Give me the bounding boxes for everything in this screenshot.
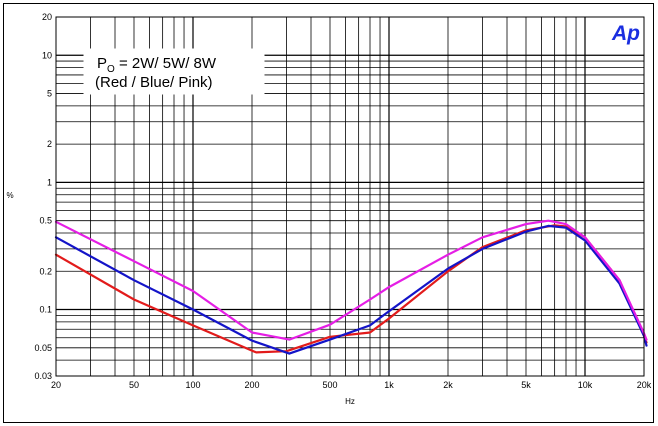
x-tick-labels: 20 50 100 200 500 1k 2k 5k 10k 20k: [51, 380, 652, 390]
legend-line-1: PO = 2W/ 5W/ 8W: [97, 55, 217, 75]
y-tick-label: 5: [47, 89, 52, 99]
legend-line-1-subscript: O: [107, 64, 115, 75]
legend-box: [83, 48, 265, 95]
legend-line-1-prefix: P: [97, 55, 107, 72]
x-tick-label: 20: [51, 380, 61, 390]
x-tick-label: 2k: [443, 380, 453, 390]
y-tick-label: 0.05: [34, 343, 52, 353]
y-axis-label: %: [6, 191, 13, 200]
x-axis-label: Hz: [345, 397, 355, 406]
legend-line-2: (Red / Blue/ Pink): [95, 74, 213, 91]
x-tick-label: 200: [244, 380, 259, 390]
y-tick-label: 0.03: [34, 371, 52, 381]
y-tick-label: 0.5: [39, 216, 52, 226]
x-tick-label: 500: [322, 380, 337, 390]
x-tick-label: 50: [129, 380, 139, 390]
x-tick-label: 5k: [521, 380, 531, 390]
y-tick-label: 0.2: [39, 266, 52, 276]
x-tick-label: 1k: [384, 380, 394, 390]
legend-line-1-rest: = 2W/ 5W/ 8W: [115, 55, 217, 72]
plot-border: [55, 16, 645, 377]
y-tick-label: 0.1: [39, 305, 52, 315]
y-tick-label: 2: [47, 139, 52, 149]
grid-minor: [56, 17, 644, 376]
x-tick-label: 100: [185, 380, 200, 390]
series-line-2: [54, 224, 648, 355]
x-tick-label: 10k: [578, 380, 593, 390]
x-tick-label: 20k: [637, 380, 652, 390]
y-tick-labels: 0.03 0.05 0.1 0.2 0.5 1 2 5 10 20: [34, 12, 52, 381]
chart-frame: [3, 3, 654, 423]
ap-logo: Ap: [611, 22, 640, 45]
y-tick-label: 1: [47, 177, 52, 187]
series-line-3: [54, 219, 648, 341]
series-line-1: [54, 224, 648, 354]
y-tick-label: 20: [42, 12, 52, 22]
series-group: [54, 219, 648, 355]
y-tick-label: 10: [42, 50, 52, 60]
